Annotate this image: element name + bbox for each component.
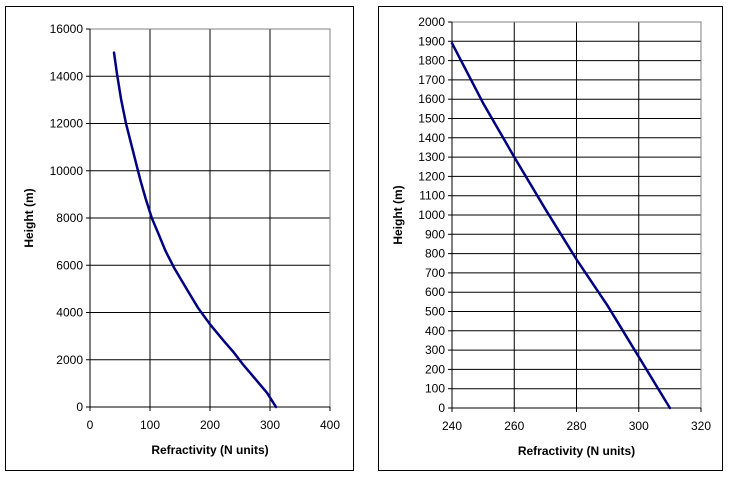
y-tick-label: 2000 [418, 15, 445, 29]
x-tick-label: 100 [140, 418, 160, 432]
y-tick-label: 1500 [418, 112, 445, 126]
x-tick-label: 200 [200, 418, 220, 432]
x-tick-label: 260 [504, 419, 524, 433]
y-tick-label: 200 [425, 362, 445, 376]
series-line [450, 41, 672, 410]
x-axis-title: Refractivity (N units) [518, 444, 635, 458]
y-tick-label: 16000 [50, 22, 84, 36]
y-tick-label: 6000 [56, 258, 83, 272]
y-tick-label: 0 [76, 400, 83, 414]
chart-panel-left: 0 2000 4000 6000 8000 10000 12000 14000 16000 0 10… [5, 6, 354, 471]
y-tick-label: 1400 [418, 131, 445, 145]
y-tick-label: 2000 [56, 353, 83, 367]
y-tick-label: 1300 [418, 150, 445, 164]
y-tick-label: 100 [425, 382, 445, 396]
x-tick-label: 300 [629, 419, 649, 433]
y-axis-title: Height (m) [22, 188, 36, 247]
y-tick-label: 8000 [56, 211, 83, 225]
height-vs-refractivity-chart: 0 2000 4000 6000 8000 10000 12000 14000 16000 0 10… [22, 22, 340, 457]
x-tick-label: 300 [260, 418, 280, 432]
y-axis-title: Height (m) [391, 185, 405, 244]
y-tick-label: 700 [425, 266, 445, 280]
y-tick-label: 4000 [56, 306, 83, 320]
x-tick-label: 400 [320, 418, 340, 432]
y-tick-label: 1200 [418, 169, 445, 183]
y-tick-label: 14000 [50, 69, 84, 83]
y-tick-label: 0 [438, 401, 445, 415]
x-tick-label: 240 [442, 419, 462, 433]
y-tick-label: 1600 [418, 92, 445, 106]
y-tick-label: 400 [425, 324, 445, 338]
x-tick-label: 0 [87, 418, 94, 432]
series-line [112, 51, 278, 409]
x-axis-title: Refractivity (N units) [151, 443, 268, 457]
height-vs-refractivity-zoom-chart: 0 100 200 300 400 500 600 700 800 900 1000 1100 1200… [391, 15, 711, 458]
y-tick-label: 1000 [418, 208, 445, 222]
y-tick-label: 600 [425, 285, 445, 299]
y-tick-label: 1100 [419, 189, 445, 203]
y-tick-label: 12000 [50, 117, 84, 131]
y-tick-label: 1700 [418, 73, 445, 87]
y-tick-label: 900 [425, 227, 445, 241]
y-tick-label: 1800 [418, 54, 445, 68]
chart-panel-right: 0 100 200 300 400 500 600 700 800 900 1000 1100 1200… [378, 6, 723, 471]
y-tick-label: 10000 [50, 164, 84, 178]
x-tick-label: 320 [691, 419, 711, 433]
y-tick-label: 300 [425, 343, 445, 357]
y-tick-label: 800 [425, 247, 445, 261]
x-tick-label: 280 [566, 419, 586, 433]
y-tick-label: 500 [425, 305, 445, 319]
y-tick-label: 1900 [418, 34, 445, 48]
